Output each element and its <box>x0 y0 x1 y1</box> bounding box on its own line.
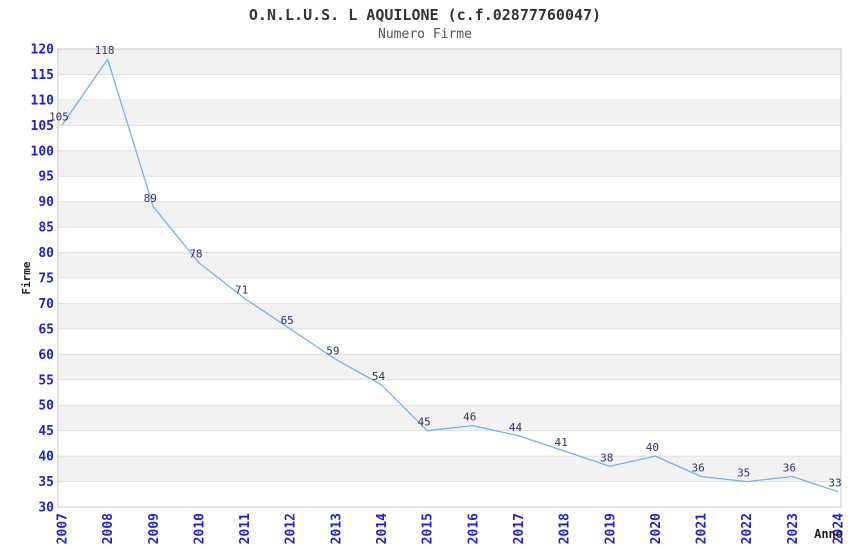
point-label: 71 <box>235 283 248 296</box>
x-tick-label: 2018 <box>558 513 573 544</box>
point-label: 33 <box>828 477 841 490</box>
point-label: 78 <box>189 248 202 261</box>
y-tick-label: 65 <box>38 322 54 337</box>
point-label: 36 <box>691 462 704 475</box>
point-label: 65 <box>281 314 294 327</box>
x-tick-label: 2023 <box>786 513 801 544</box>
x-tick-label: 2008 <box>101 513 116 544</box>
y-tick-label: 85 <box>38 221 54 236</box>
y-tick-label: 115 <box>31 68 54 83</box>
y-axis-label: Firme <box>20 261 33 295</box>
x-tick-label: 2020 <box>649 513 664 544</box>
plot-band <box>58 303 841 329</box>
point-label: 36 <box>783 462 796 475</box>
y-tick-label: 40 <box>38 450 54 465</box>
x-axis-label: Anno <box>814 527 843 541</box>
y-tick-label: 45 <box>38 424 54 439</box>
plot-band <box>58 99 841 126</box>
point-label: 35 <box>737 467 750 480</box>
chart-title: O.N.L.U.S. L AQUILONE (c.f.02877760047) <box>248 6 602 24</box>
plot-band <box>58 252 841 278</box>
x-tick-label: 2012 <box>284 513 299 544</box>
x-tick-label: 2024 <box>832 513 847 544</box>
x-tick-label: 2021 <box>695 513 710 544</box>
x-tick-label: 2015 <box>421 513 436 544</box>
point-label: 118 <box>95 44 115 57</box>
plot-band <box>58 354 841 380</box>
x-tick-label: 2009 <box>147 513 162 544</box>
y-tick-label: 90 <box>38 195 54 210</box>
y-tick-label: 100 <box>31 144 55 159</box>
x-tick-label: 2010 <box>192 513 207 544</box>
y-tick-label: 55 <box>38 373 54 388</box>
plot-border <box>57 48 842 508</box>
y-tick-label: 50 <box>38 399 54 414</box>
x-tick-label: 2019 <box>603 513 618 544</box>
point-label: 40 <box>646 441 659 454</box>
point-label: 54 <box>372 370 386 383</box>
point-label: 44 <box>509 421 523 434</box>
y-tick-label: 70 <box>38 297 54 312</box>
y-tick-label: 30 <box>38 501 54 516</box>
point-label: 41 <box>554 436 567 449</box>
data-line <box>61 58 839 493</box>
y-tick-label: 105 <box>31 119 54 134</box>
y-tick-label: 80 <box>38 246 54 261</box>
y-tick-label: 75 <box>38 272 54 287</box>
x-tick-label: 2013 <box>329 513 344 544</box>
point-label: 105 <box>49 110 69 123</box>
x-tick-label: 2016 <box>466 513 481 544</box>
point-label: 45 <box>418 416 431 429</box>
point-label: 59 <box>326 344 339 357</box>
chart-subtitle: Numero Firme <box>378 27 472 42</box>
y-tick-label: 120 <box>31 43 55 58</box>
x-tick-label: 2014 <box>375 513 390 544</box>
y-tick-label: 110 <box>31 93 55 108</box>
plot-band <box>58 150 841 177</box>
y-tick-label: 95 <box>38 170 54 185</box>
x-tick-label: 2022 <box>740 513 755 544</box>
x-tick-label: 2017 <box>512 513 527 544</box>
plot-band <box>58 405 841 431</box>
point-label: 38 <box>600 451 613 464</box>
x-tick-label: 2011 <box>238 513 253 544</box>
plot-band <box>58 201 841 228</box>
y-tick-label: 35 <box>38 475 54 490</box>
plot-band <box>58 456 841 482</box>
plot-band <box>58 49 841 75</box>
point-label: 89 <box>144 192 157 205</box>
point-label: 46 <box>463 411 476 424</box>
y-tick-label: 60 <box>38 348 54 363</box>
x-tick-label: 2007 <box>56 513 71 544</box>
